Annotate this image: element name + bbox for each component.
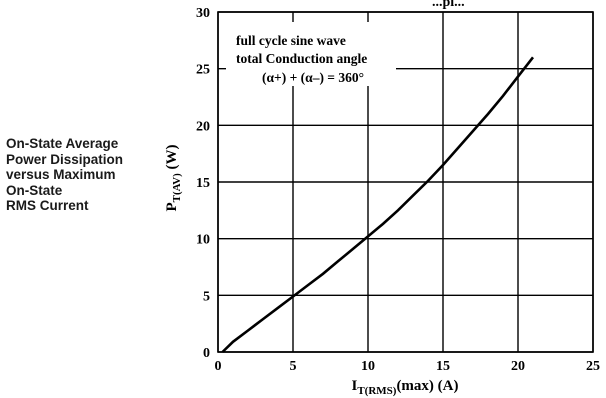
caption-line: On-State bbox=[6, 182, 63, 198]
x-tick-label: 5 bbox=[290, 359, 297, 374]
caption-line: RMS Current bbox=[6, 198, 89, 213]
y-axis-label: PT(AV) (W) bbox=[164, 144, 183, 211]
caption-line: On-State Average bbox=[6, 136, 119, 151]
x-tick-label: 10 bbox=[361, 359, 375, 374]
axis-labels: IT(RMS)(max) (A) PT(AV) (W) bbox=[164, 144, 459, 397]
y-tick-label: 0 bbox=[203, 346, 210, 361]
series-line bbox=[221, 56, 535, 353]
caption-line: versus Maximum bbox=[6, 167, 116, 182]
y-tick-label: 10 bbox=[196, 233, 210, 248]
x-axis-label: IT(RMS)(max) (A) bbox=[351, 378, 458, 397]
grid bbox=[217, 11, 594, 353]
annotation: full cycle sine wave total Conduction ang… bbox=[236, 33, 367, 85]
y-tick-label: 15 bbox=[196, 176, 210, 191]
y-tick-label: 20 bbox=[196, 119, 210, 134]
chart-caption: On-State Average Power Dissipation versu… bbox=[6, 136, 166, 214]
x-tick-label: 25 bbox=[586, 359, 600, 374]
tick-labels: 0 5 10 15 20 25 0 5 10 15 20 25 30 bbox=[196, 6, 600, 374]
y-tick-label: 30 bbox=[196, 6, 210, 21]
chart-header-fragment: ...pi... bbox=[432, 0, 465, 10]
annotation-line: total Conduction angle bbox=[236, 51, 367, 66]
annotation-line: full cycle sine wave bbox=[236, 33, 346, 48]
x-tick-label: 15 bbox=[436, 359, 450, 374]
x-tick-label: 20 bbox=[511, 359, 525, 374]
y-tick-label: 25 bbox=[196, 63, 210, 78]
y-tick-label: 5 bbox=[203, 289, 210, 304]
caption-line: Power Dissipation bbox=[6, 151, 124, 167]
annotation-background bbox=[226, 22, 396, 86]
x-tick-label: 0 bbox=[215, 359, 222, 374]
annotation-line: (α+) + (α–) = 360° bbox=[262, 70, 364, 85]
